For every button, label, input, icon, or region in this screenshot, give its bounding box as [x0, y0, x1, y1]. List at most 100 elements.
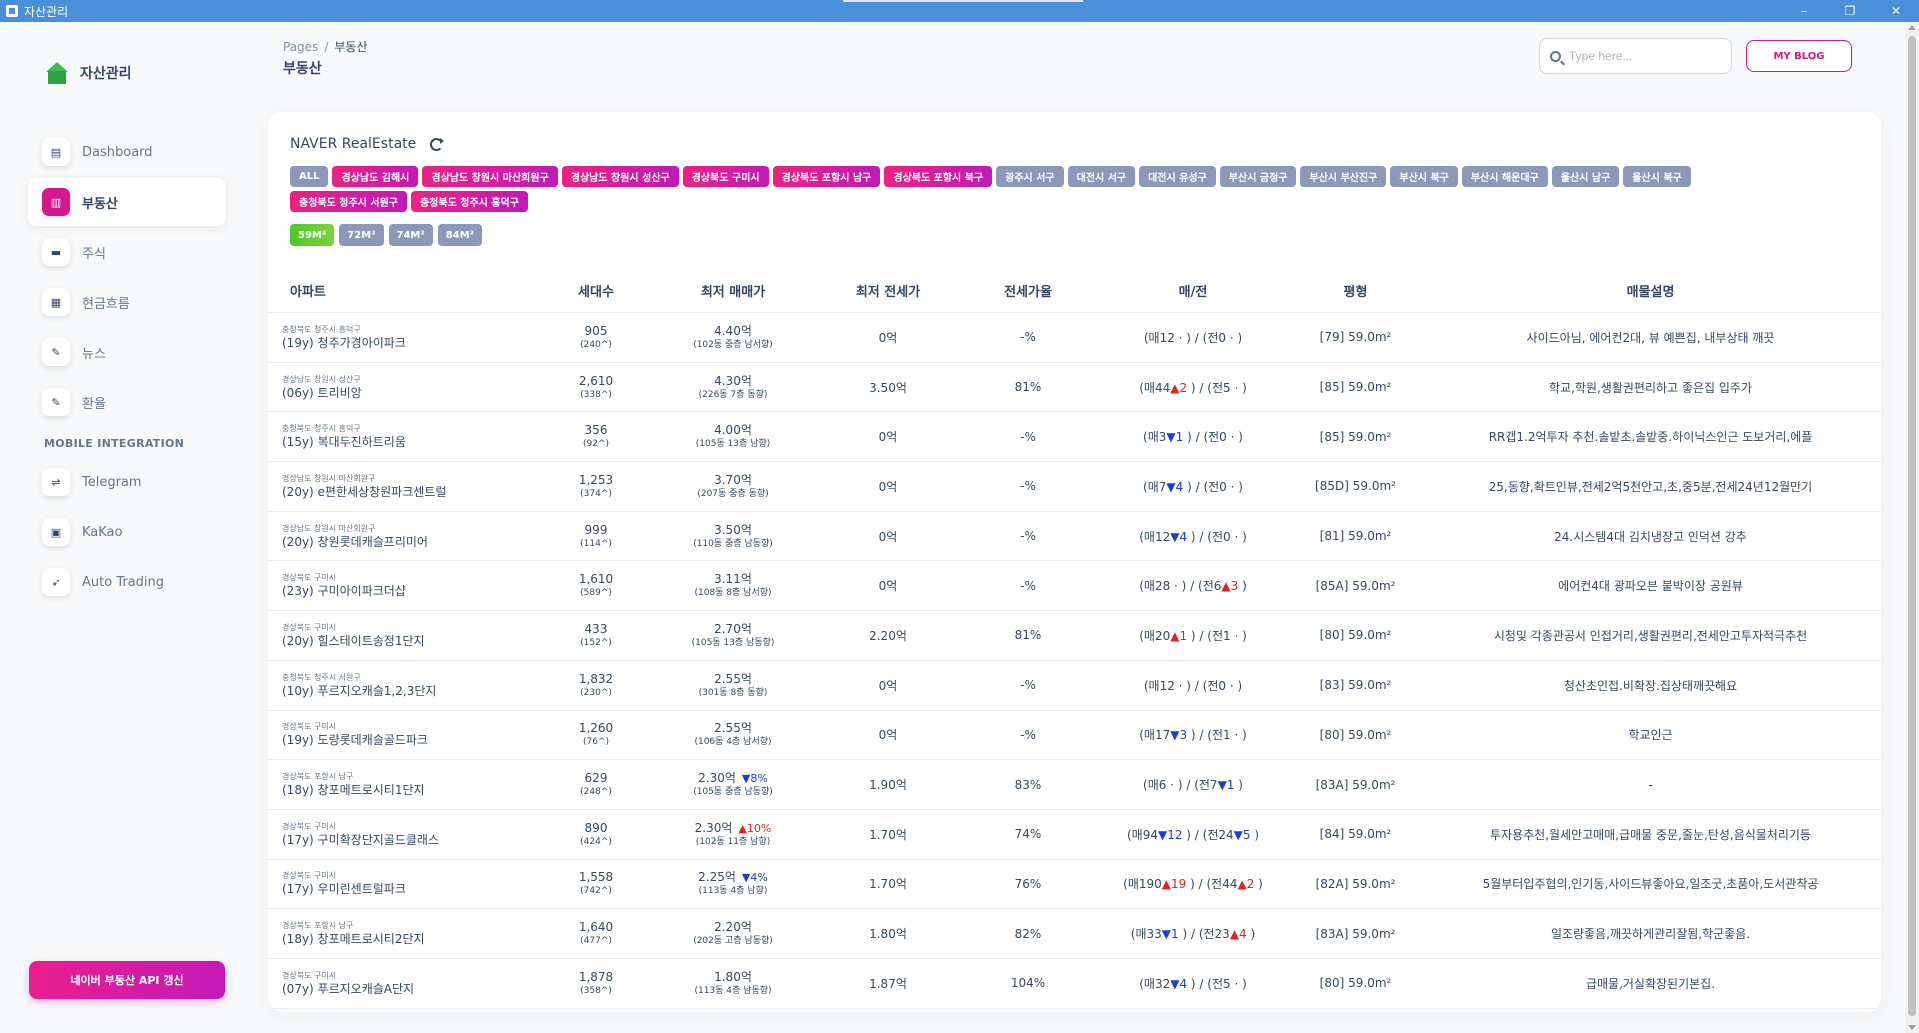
sidebar-mobile-item-2[interactable]: ➶ Auto Trading [28, 558, 226, 606]
pyeong-cell: [80] 59.0m² [1319, 727, 1392, 742]
table-row[interactable]: 충청북도 청주시 흥덕구 (15y) 복대두진하트리움 356 (92^) 4.00억(… [268, 412, 1881, 463]
scroll-down-arrow-icon[interactable] [1908, 1025, 1916, 1030]
size-chip[interactable]: 84M² [437, 224, 482, 246]
table-row[interactable]: 충청북도 청주시 서원구 (10y) 푸르지오캐슬1,2,3단지 1,832 (230… [268, 661, 1881, 711]
table-row[interactable]: 충청북도 청주시 흥덕구 (19y) 청주가경아이파크 905 (240^) 4.40억… [268, 313, 1881, 363]
description-cell: 학교,학원,생활권편리하고 좋은집 입주가 [1549, 380, 1752, 395]
table-row[interactable]: 경상남도 창원시 마산회원구 (20y) 창원롯데캐슬프리미어 999 (114^) 3… [268, 512, 1881, 562]
table-row[interactable]: 경상북도 포항시 남구 (18y) 창포메트로시티2단지 1,640 (477^) 2.… [268, 909, 1881, 959]
table-row[interactable]: 경상북도 구미시 (20y) 힐스테이트송정1단지 433 (152^) 2.70억 (1… [268, 611, 1881, 661]
apartment-name[interactable]: (17y) 구미확장단지골드클래스 [282, 832, 439, 847]
price-change: ▼8% [741, 772, 768, 786]
sidebar-item-4[interactable]: ✎ 뉴스 [28, 328, 226, 376]
sidebar-mobile-item-0[interactable]: ⇌ Telegram [28, 458, 226, 506]
sidebar-item-1[interactable]: ▥ 부동산 [28, 178, 226, 226]
table-row[interactable]: 경상북도 구미시 (17y) 우미린센트럴파크 1,558 (742^) 2.25억 ▼4… [268, 860, 1881, 910]
sidebar-item-label: 주식 [82, 246, 106, 262]
sidebar-item-5[interactable]: ✎ 환율 [28, 378, 226, 426]
table-row[interactable]: 경상북도 포항시 남구 (18y) 창포메트로시티1단지 629 (248^) 2.30… [268, 760, 1881, 810]
region-chip[interactable]: 경상북도 포항시 북구 [884, 166, 993, 187]
table-row[interactable]: 경상북도 구미시 (23y) 구미아이파크더샵 1,610 (589^) 3.11억 (1… [268, 561, 1881, 612]
size-chip[interactable]: 74M² [388, 224, 433, 246]
region-chip[interactable]: 충청북도 청주시 서원구 [290, 191, 407, 212]
apartment-name[interactable]: (23y) 구미아이파크더샵 [282, 584, 406, 599]
apartment-name[interactable]: (07y) 푸르지오캐슬A단지 [282, 981, 415, 996]
table-row[interactable]: 경상남도 창원시 마산회원구 (20y) e편한세상창원파크센트럴 1,253 (37… [268, 462, 1881, 512]
size-chip[interactable]: 72M² [339, 224, 384, 246]
apartment-name[interactable]: (18y) 창포메트로시티2단지 [282, 932, 425, 947]
table-row[interactable]: 경상북도 구미시 (07y) 푸르지오캐슬A단지 1,878 (358^) 1.80억(… [268, 959, 1881, 1009]
region-chip[interactable]: 경상남도 창원시 마산회원구 [422, 166, 558, 187]
apartment-name[interactable]: (06y) 트리비앙 [282, 385, 362, 400]
sale-change: ▼4 [1166, 479, 1184, 494]
region-chip[interactable]: 경상남도 창원시 성산구 [561, 166, 679, 187]
breadcrumb-root[interactable]: Pages [283, 40, 319, 54]
scroll-up-arrow-icon[interactable] [1908, 25, 1916, 30]
units-cell: 1,832 (230^) [544, 672, 648, 699]
sidebar-item-2[interactable]: ▬ 주식 [28, 228, 226, 276]
close-button[interactable]: ✕ [1890, 4, 1902, 18]
apartment-name[interactable]: (10y) 푸르지오캐슬1,2,3단지 [282, 683, 437, 698]
search-box[interactable] [1539, 38, 1732, 74]
apartment-name[interactable]: (17y) 우미린센트럴파크 [282, 882, 406, 897]
region-chip[interactable]: 대전시 서구 [1067, 166, 1136, 187]
region-chip[interactable]: 울산시 북구 [1623, 166, 1691, 187]
apartment-name[interactable]: (20y) 창원롯데캐슬프리미어 [282, 534, 428, 549]
my-blog-button[interactable]: MY BLOG [1746, 40, 1852, 72]
minimize-button[interactable]: – [1801, 4, 1807, 18]
units-cell: 629 (248^) [544, 771, 648, 798]
region-chip[interactable]: ALL [290, 166, 329, 187]
maximize-button[interactable]: ❐ [1844, 4, 1856, 18]
search-input[interactable] [1569, 49, 1719, 63]
region-chip[interactable]: 광주시 서구 [996, 166, 1064, 187]
scrollbar[interactable] [1905, 22, 1919, 1033]
jeonse-ratio-cell: -% [1020, 529, 1036, 544]
apartment-name[interactable]: (15y) 복대두진하트리움 [282, 435, 406, 450]
jeonse-change: ▲3 [1221, 579, 1239, 594]
region-chip[interactable]: 경상남도 김해시 [332, 166, 419, 187]
pyeong-cell: [79] 59.0m² [1319, 330, 1392, 345]
table-row[interactable]: 경상북도 구미시 (17y) 구미확장단지골드클래스 890 (424^) 2.30억 ▲… [268, 810, 1881, 860]
tools-icon: ✎ [42, 338, 70, 366]
brand-name: 자산관리 [80, 66, 132, 82]
description-cell: RR갭1.2억투자 추천.솔밭초.솔밭중.하이닉스인근 도보거리,에플 [1488, 430, 1813, 445]
table-row[interactable]: 경상남도 창원시 성산구 (06y) 트리비앙 2,610 (338^) 4.30억 (2… [268, 363, 1881, 413]
min-jeonse-cell: 0억 [878, 678, 898, 693]
region-chip[interactable]: 부산시 금정구 [1219, 166, 1297, 187]
naver-api-update-button[interactable]: 네이버 부동산 API 갱신 [29, 961, 225, 999]
region-chip[interactable]: 경상북도 구미시 [682, 166, 769, 187]
refresh-icon[interactable] [430, 137, 445, 151]
region-chip[interactable]: 부산시 해운대구 [1461, 166, 1548, 187]
sidebar-mobile-item-1[interactable]: ▣ KaKao [28, 508, 226, 556]
apartment-name[interactable]: (18y) 창포메트로시티1단지 [282, 783, 425, 798]
sale-jeonse-count-cell: (매12 · ) / (전0 · ) [1143, 330, 1243, 345]
price-value: 2.30억 [698, 771, 736, 786]
region-chip[interactable]: 경상북도 포항시 남구 [772, 166, 881, 187]
table-row[interactable]: 경상북도 구미시 (19y) 도량롯데캐슬골드파크 1,260 (76^) 2.55억(… [268, 711, 1881, 761]
page-title: 부동산 [283, 61, 322, 77]
price-detail: (226동 7층 동향) [698, 389, 768, 400]
apartment-location: 경상북도 구미시 [282, 622, 337, 632]
sidebar-item-0[interactable]: ▤ Dashboard [28, 128, 226, 176]
price-detail: (102동 중층 남서향) [693, 339, 773, 350]
apartment-cell: 경상북도 구미시 (17y) 구미확장단지골드클래스 [268, 821, 544, 848]
column-header: 최저 전세가 [855, 285, 921, 300]
size-filter-chips: 59M² 72M² 74M² 84M² [290, 224, 487, 246]
sidebar-item-3[interactable]: ▦ 현금흐름 [28, 278, 226, 326]
scrollbar-thumb[interactable] [1908, 36, 1916, 1016]
apartment-name[interactable]: (19y) 청주가경아이파크 [282, 335, 406, 350]
region-chip[interactable]: 대전시 유성구 [1139, 166, 1216, 187]
brand[interactable]: 자산관리 [46, 62, 132, 84]
apartment-name[interactable]: (19y) 도량롯데캐슬골드파크 [282, 733, 428, 748]
pyeong-cell: [82A] 59.0m² [1315, 876, 1396, 891]
description-cell: 시청및 각종관공서 인접거리,생활권편리,전세안고투자적극추천 [1493, 628, 1808, 643]
region-chip[interactable]: 부산시 부산진구 [1300, 166, 1387, 187]
region-chip[interactable]: 충청북도 청주시 흥덕구 [410, 191, 528, 212]
apartment-name[interactable]: (20y) e편한세상창원파크센트럴 [282, 484, 447, 499]
min-price-cell: 3.50억 (110동 중층 남동향) [648, 523, 818, 550]
region-chip[interactable]: 울산시 남구 [1551, 166, 1620, 187]
price-detail: (301동 8층 동향) [698, 687, 768, 698]
size-chip[interactable]: 59M² [290, 224, 335, 246]
apartment-name[interactable]: (20y) 힐스테이트송정1단지 [282, 633, 425, 648]
region-chip[interactable]: 부산시 북구 [1390, 166, 1458, 187]
